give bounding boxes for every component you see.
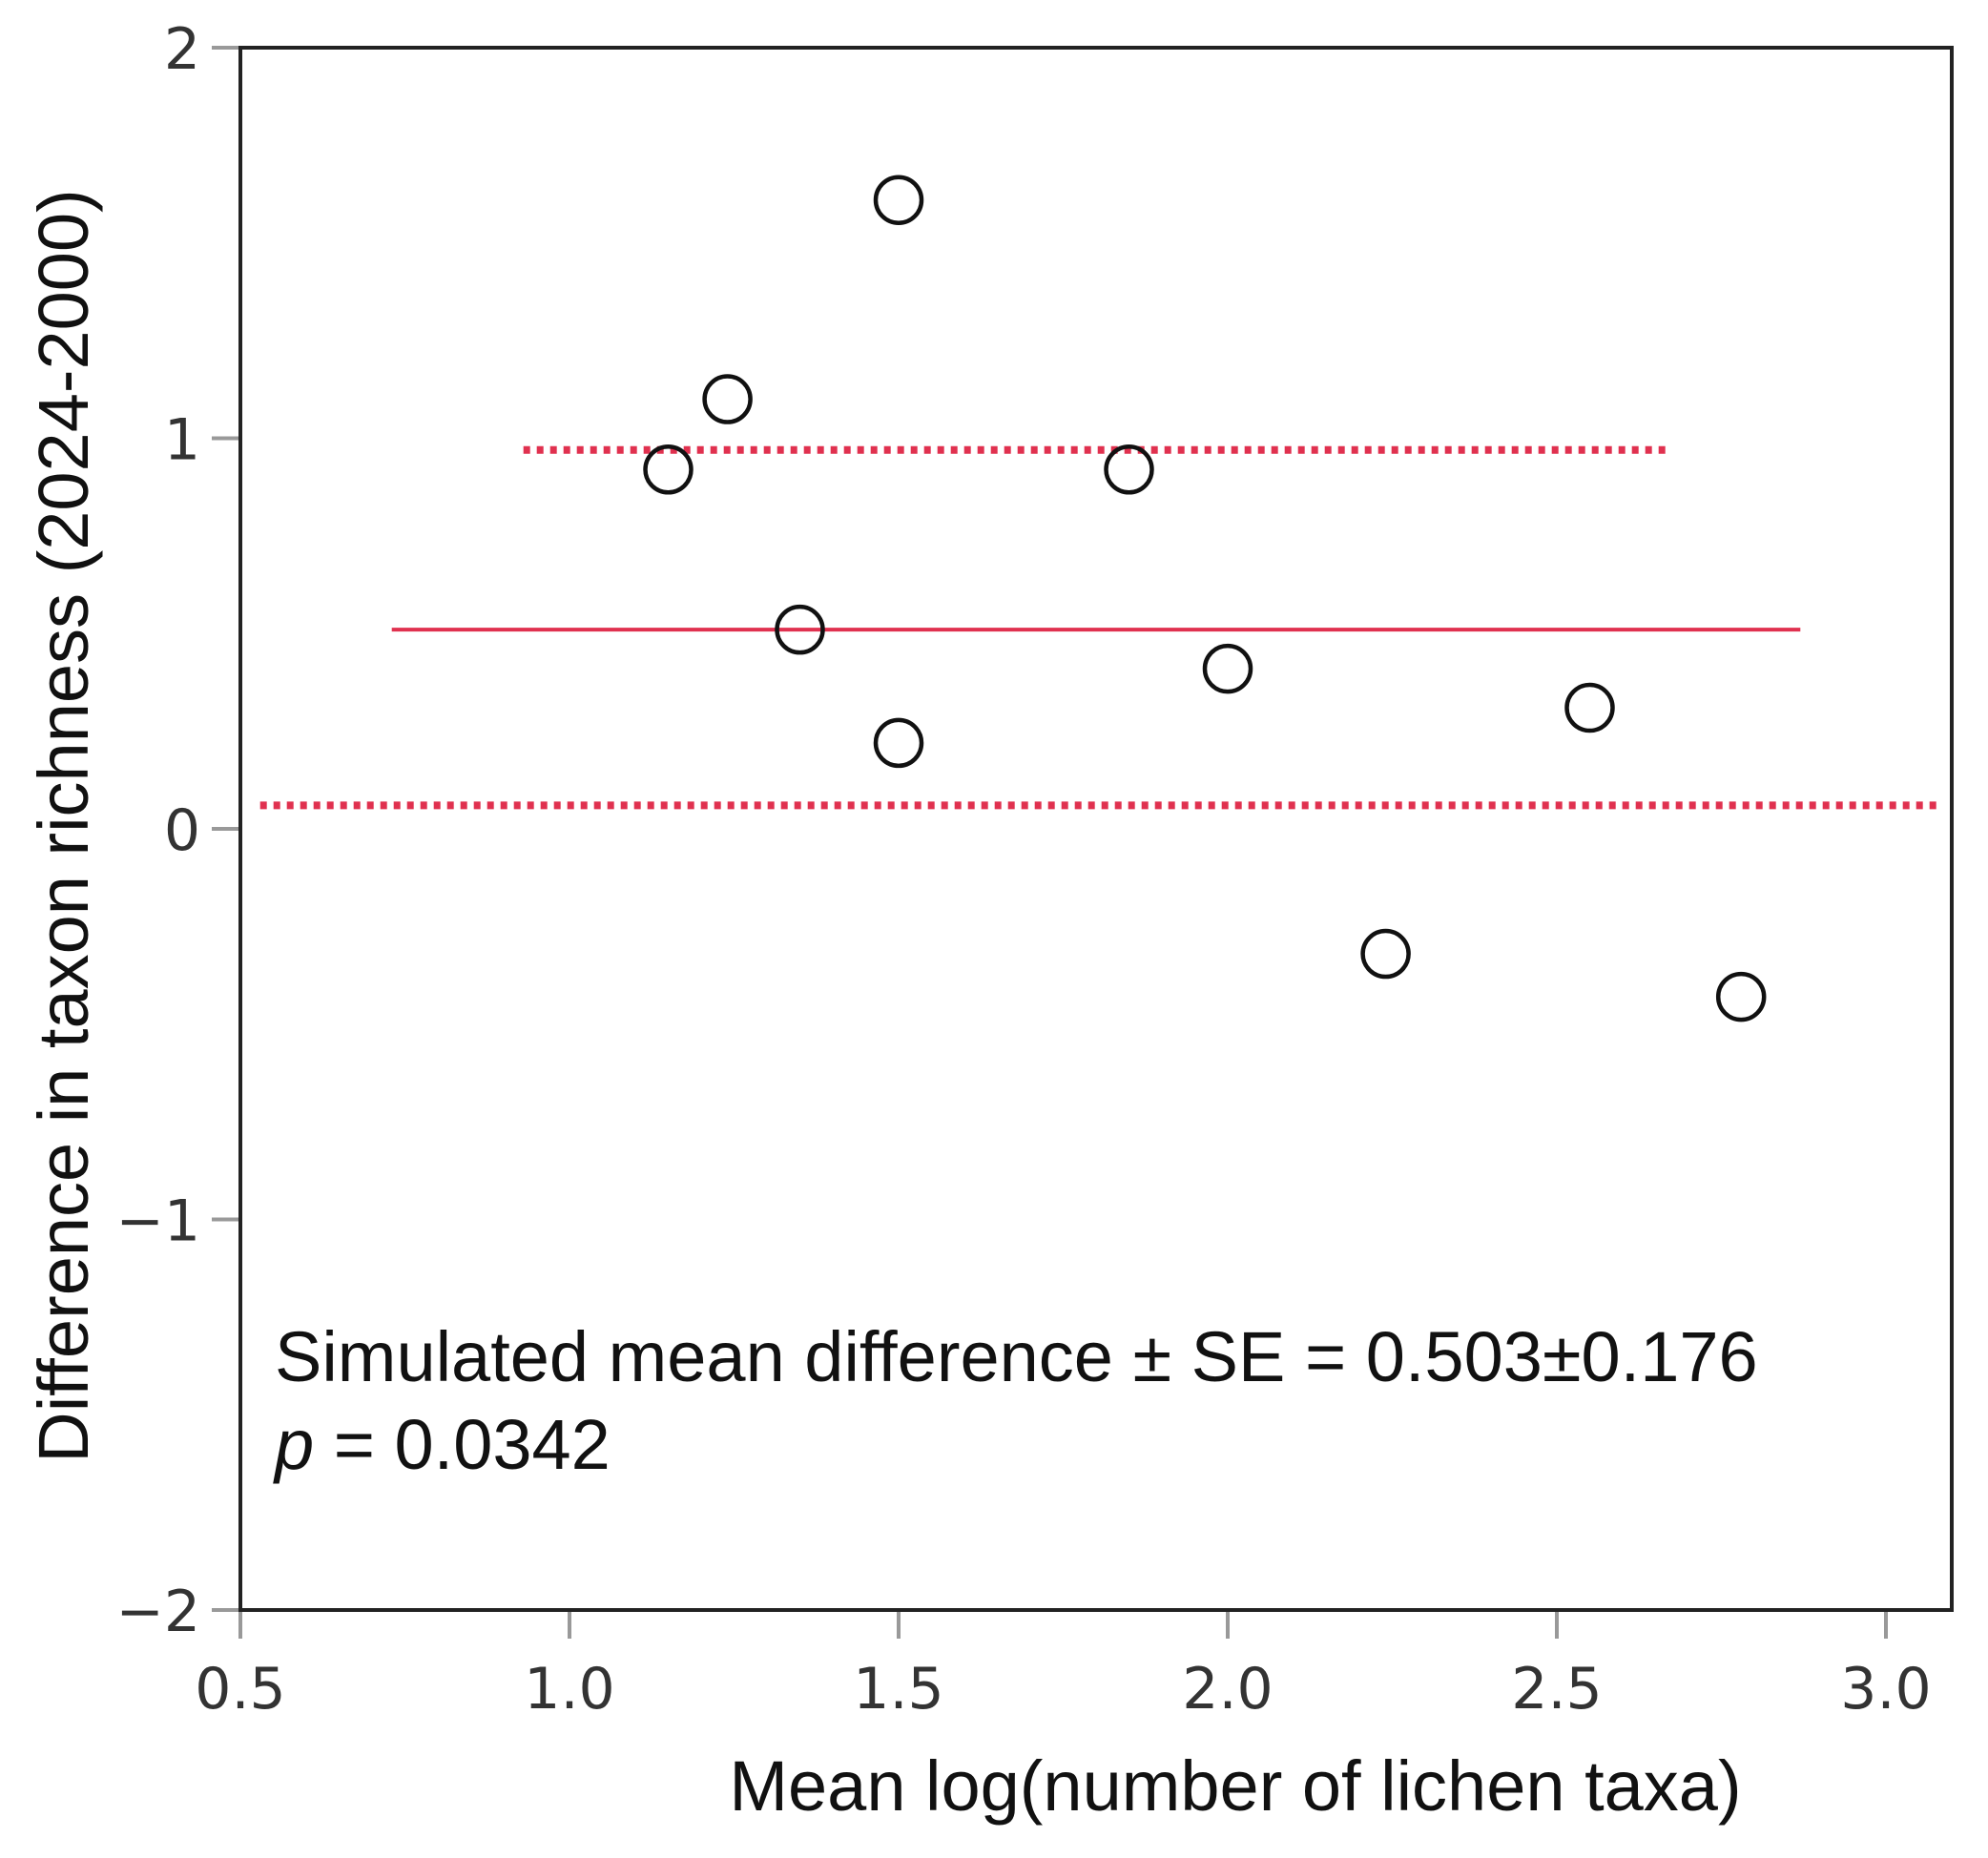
x-tick-label: 3.0 [1840, 1656, 1931, 1723]
p-value: = 0.0342 [314, 1405, 611, 1484]
data-point [1104, 444, 1154, 495]
x-tick-label: 2.0 [1182, 1656, 1273, 1723]
x-tick-label: 0.5 [195, 1656, 285, 1723]
ticks-layer: 0.5 1.0 1.5 2.0 2.5 3.0 −2 −1 0 1 2 [116, 16, 1932, 1723]
data-point [1360, 928, 1411, 980]
y-tick-label: −1 [116, 1188, 200, 1255]
data-point [775, 604, 825, 655]
data-point [643, 444, 694, 495]
data-point [1715, 971, 1767, 1022]
reference-lines [259, 445, 1939, 810]
data-point [1564, 682, 1615, 733]
data-point [702, 374, 753, 424]
annotation-mean-difference: Simulated mean difference ± SE = 0.503±0… [275, 1317, 1758, 1396]
y-tick-label: −2 [116, 1579, 200, 1645]
y-axis-title: Difference in taxon richness (2024-2000) [24, 189, 103, 1463]
y-tick-label: 0 [164, 797, 200, 864]
data-point [873, 175, 924, 225]
plot-frame [238, 46, 1954, 1612]
data-point [1202, 643, 1253, 694]
x-tick-label: 2.5 [1511, 1656, 1602, 1723]
x-tick-label: 1.0 [524, 1656, 614, 1723]
y-tick-label: 2 [164, 16, 200, 83]
x-tick-label: 1.5 [853, 1656, 943, 1723]
data-points [643, 175, 1767, 1022]
x-axis-title: Mean log(number of lichen taxa) [729, 1746, 1741, 1826]
p-symbol: p [273, 1405, 314, 1484]
data-point [873, 717, 924, 769]
y-tick-label: 1 [164, 407, 200, 474]
annotation-p-value: p = 0.0342 [273, 1405, 611, 1484]
